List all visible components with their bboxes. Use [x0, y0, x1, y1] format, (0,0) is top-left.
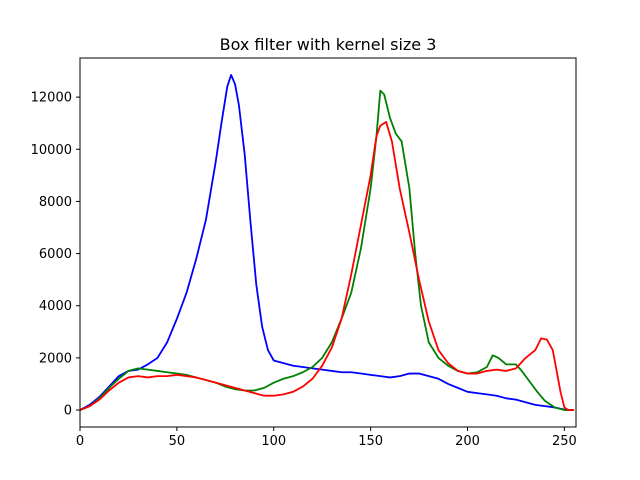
- y-tick-label: 0: [64, 404, 72, 419]
- x-tick-label: 50: [169, 434, 186, 449]
- y-tick-label: 2000: [39, 351, 72, 366]
- x-tick-label: 250: [552, 434, 577, 449]
- x-axis: 0 50 100 150 200 250: [76, 427, 577, 449]
- y-tick-label: 12000: [31, 91, 72, 106]
- x-tick-label: 150: [358, 434, 383, 449]
- x-tick-label: 0: [76, 434, 84, 449]
- y-axis: 0 2000 4000 6000 8000 10000 12000: [31, 91, 80, 419]
- plot-content: [80, 74, 575, 411]
- chart-title: Box filter with kernel size 3: [220, 35, 437, 54]
- plot-frame: [79, 57, 577, 428]
- y-tick-label: 10000: [31, 143, 72, 158]
- series-line-3: [80, 120, 575, 411]
- series-line-2: [80, 89, 575, 411]
- y-tick-label: 4000: [39, 299, 72, 314]
- y-tick-label: 8000: [39, 195, 72, 210]
- y-tick-label: 6000: [39, 247, 72, 262]
- x-tick-label: 200: [455, 434, 480, 449]
- series-line-1: [80, 74, 575, 411]
- x-tick-label: 100: [261, 434, 286, 449]
